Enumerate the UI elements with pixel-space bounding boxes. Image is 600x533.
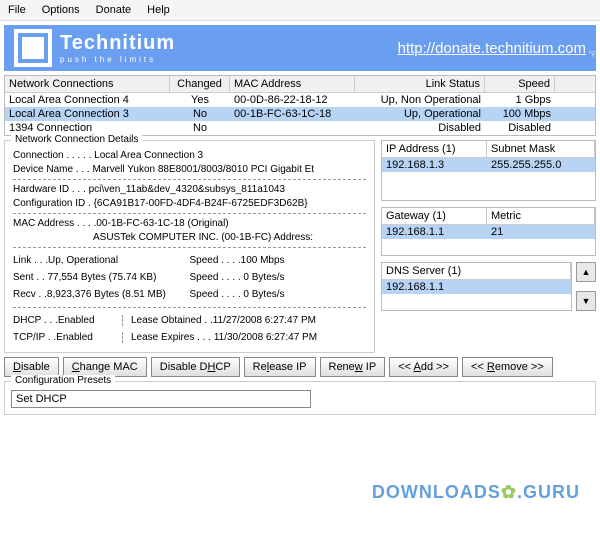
presets-legend: Configuration Presets: [11, 375, 115, 386]
ip-header[interactable]: IP Address (1): [382, 141, 487, 158]
detail-vendor: ASUSTek COMPUTER INC. (00-1B-FC) Address…: [13, 232, 366, 243]
brand-subtitle: push the limits: [60, 55, 175, 64]
details-legend: Network Connection Details: [11, 134, 142, 145]
metric-header[interactable]: Metric: [487, 208, 595, 225]
connections-panel: Network Connections Changed MAC Address …: [4, 75, 596, 136]
details-panel: Network Connection Details Connection . …: [4, 140, 375, 353]
dns-box: DNS Server (1) 192.168.1.1: [381, 262, 572, 311]
menubar: File Options Donate Help: [0, 0, 600, 21]
disable-dhcp-button[interactable]: Disable DHCP: [151, 357, 240, 377]
connection-row[interactable]: 1394 Connection No Disabled Disabled: [5, 121, 595, 135]
detail-sent-speed: Speed . . . . 0 Bytes/s: [190, 272, 367, 283]
add-button[interactable]: << Add >>: [389, 357, 458, 377]
detail-lease-obtained: Lease Obtained . .11/27/2008 6:27:47 PM: [123, 315, 366, 326]
connection-row[interactable]: Local Area Connection 4 Yes 00-0D-86-22-…: [5, 93, 595, 107]
dns-row[interactable]: 192.168.1.1: [382, 280, 571, 294]
brand-title: Technitium: [60, 32, 175, 55]
gateway-header[interactable]: Gateway (1): [382, 208, 487, 225]
logo-icon: [14, 29, 52, 67]
menu-donate[interactable]: Donate: [96, 4, 131, 16]
detail-sent: Sent . . 77,554 Bytes (75.74 KB): [13, 272, 190, 283]
renew-ip-button[interactable]: Renew IP: [320, 357, 386, 377]
detail-recv-speed: Speed . . . . 0 Bytes/s: [190, 289, 367, 300]
action-buttons: Disable Change MAC Disable DHCP Release …: [4, 357, 596, 377]
presets-panel: Configuration Presets Set DHCP: [4, 381, 596, 415]
connection-row-selected[interactable]: Local Area Connection 3 No 00-1B-FC-63-1…: [5, 107, 595, 121]
col-mac[interactable]: MAC Address: [230, 76, 355, 92]
disable-button[interactable]: Disable: [4, 357, 59, 377]
col-name[interactable]: Network Connections: [5, 76, 170, 92]
watermark: DOWNLOADS✿.GURU: [372, 482, 580, 503]
menu-file[interactable]: File: [8, 4, 26, 16]
change-mac-button[interactable]: Change MAC: [63, 357, 147, 377]
subnet-header[interactable]: Subnet Mask: [487, 141, 595, 158]
logo-area: Technitium push the limits: [14, 29, 175, 67]
detail-recv: Recv . .8,923,376 Bytes (8.51 MB): [13, 289, 190, 300]
dns-down-button[interactable]: ▼: [576, 291, 596, 311]
connections-header: Network Connections Changed MAC Address …: [5, 76, 595, 93]
ip-box: IP Address (1) Subnet Mask 192.168.1.3 2…: [381, 140, 596, 201]
menu-options[interactable]: Options: [42, 4, 80, 16]
preset-select[interactable]: Set DHCP: [11, 390, 311, 408]
release-ip-button[interactable]: Release IP: [244, 357, 316, 377]
col-changed[interactable]: Changed: [170, 76, 230, 92]
cursor-hand-icon: ☜: [587, 46, 600, 63]
dns-header[interactable]: DNS Server (1): [382, 263, 571, 280]
brand-banner: Technitium push the limits http://donate…: [4, 25, 596, 71]
detail-tcpip: TCP/IP . .Enabled: [13, 332, 123, 343]
detail-link: Link . . .Up, Operational: [13, 255, 190, 266]
menu-help[interactable]: Help: [147, 4, 170, 16]
detail-connection: Connection . . . . . Local Area Connecti…: [13, 150, 366, 161]
detail-hardware: Hardware ID . . . pci\ven_11ab&dev_4320&…: [13, 184, 366, 195]
detail-link-speed: Speed . . . .100 Mbps: [190, 255, 367, 266]
gateway-box: Gateway (1) Metric 192.168.1.1 21: [381, 207, 596, 256]
donate-link[interactable]: http://donate.technitium.com ☜: [398, 40, 586, 57]
detail-device: Device Name . . . Marvell Yukon 88E8001/…: [13, 164, 366, 175]
detail-mac: MAC Address . . . .00-1B-FC-63-1C-18 (Or…: [13, 218, 366, 229]
detail-config: Configuration ID . {6CA91B17-00FD-4DF4-B…: [13, 198, 366, 209]
dns-up-button[interactable]: ▲: [576, 262, 596, 282]
gateway-row[interactable]: 192.168.1.1 21: [382, 225, 595, 239]
ip-row[interactable]: 192.168.1.3 255.255.255.0: [382, 158, 595, 172]
remove-button[interactable]: << Remove >>: [462, 357, 553, 377]
detail-dhcp: DHCP . . .Enabled: [13, 315, 123, 326]
col-speed[interactable]: Speed: [485, 76, 555, 92]
detail-lease-expires: Lease Expires . . . 11/30/2008 6:27:47 P…: [123, 332, 366, 343]
col-link[interactable]: Link Status: [355, 76, 485, 92]
